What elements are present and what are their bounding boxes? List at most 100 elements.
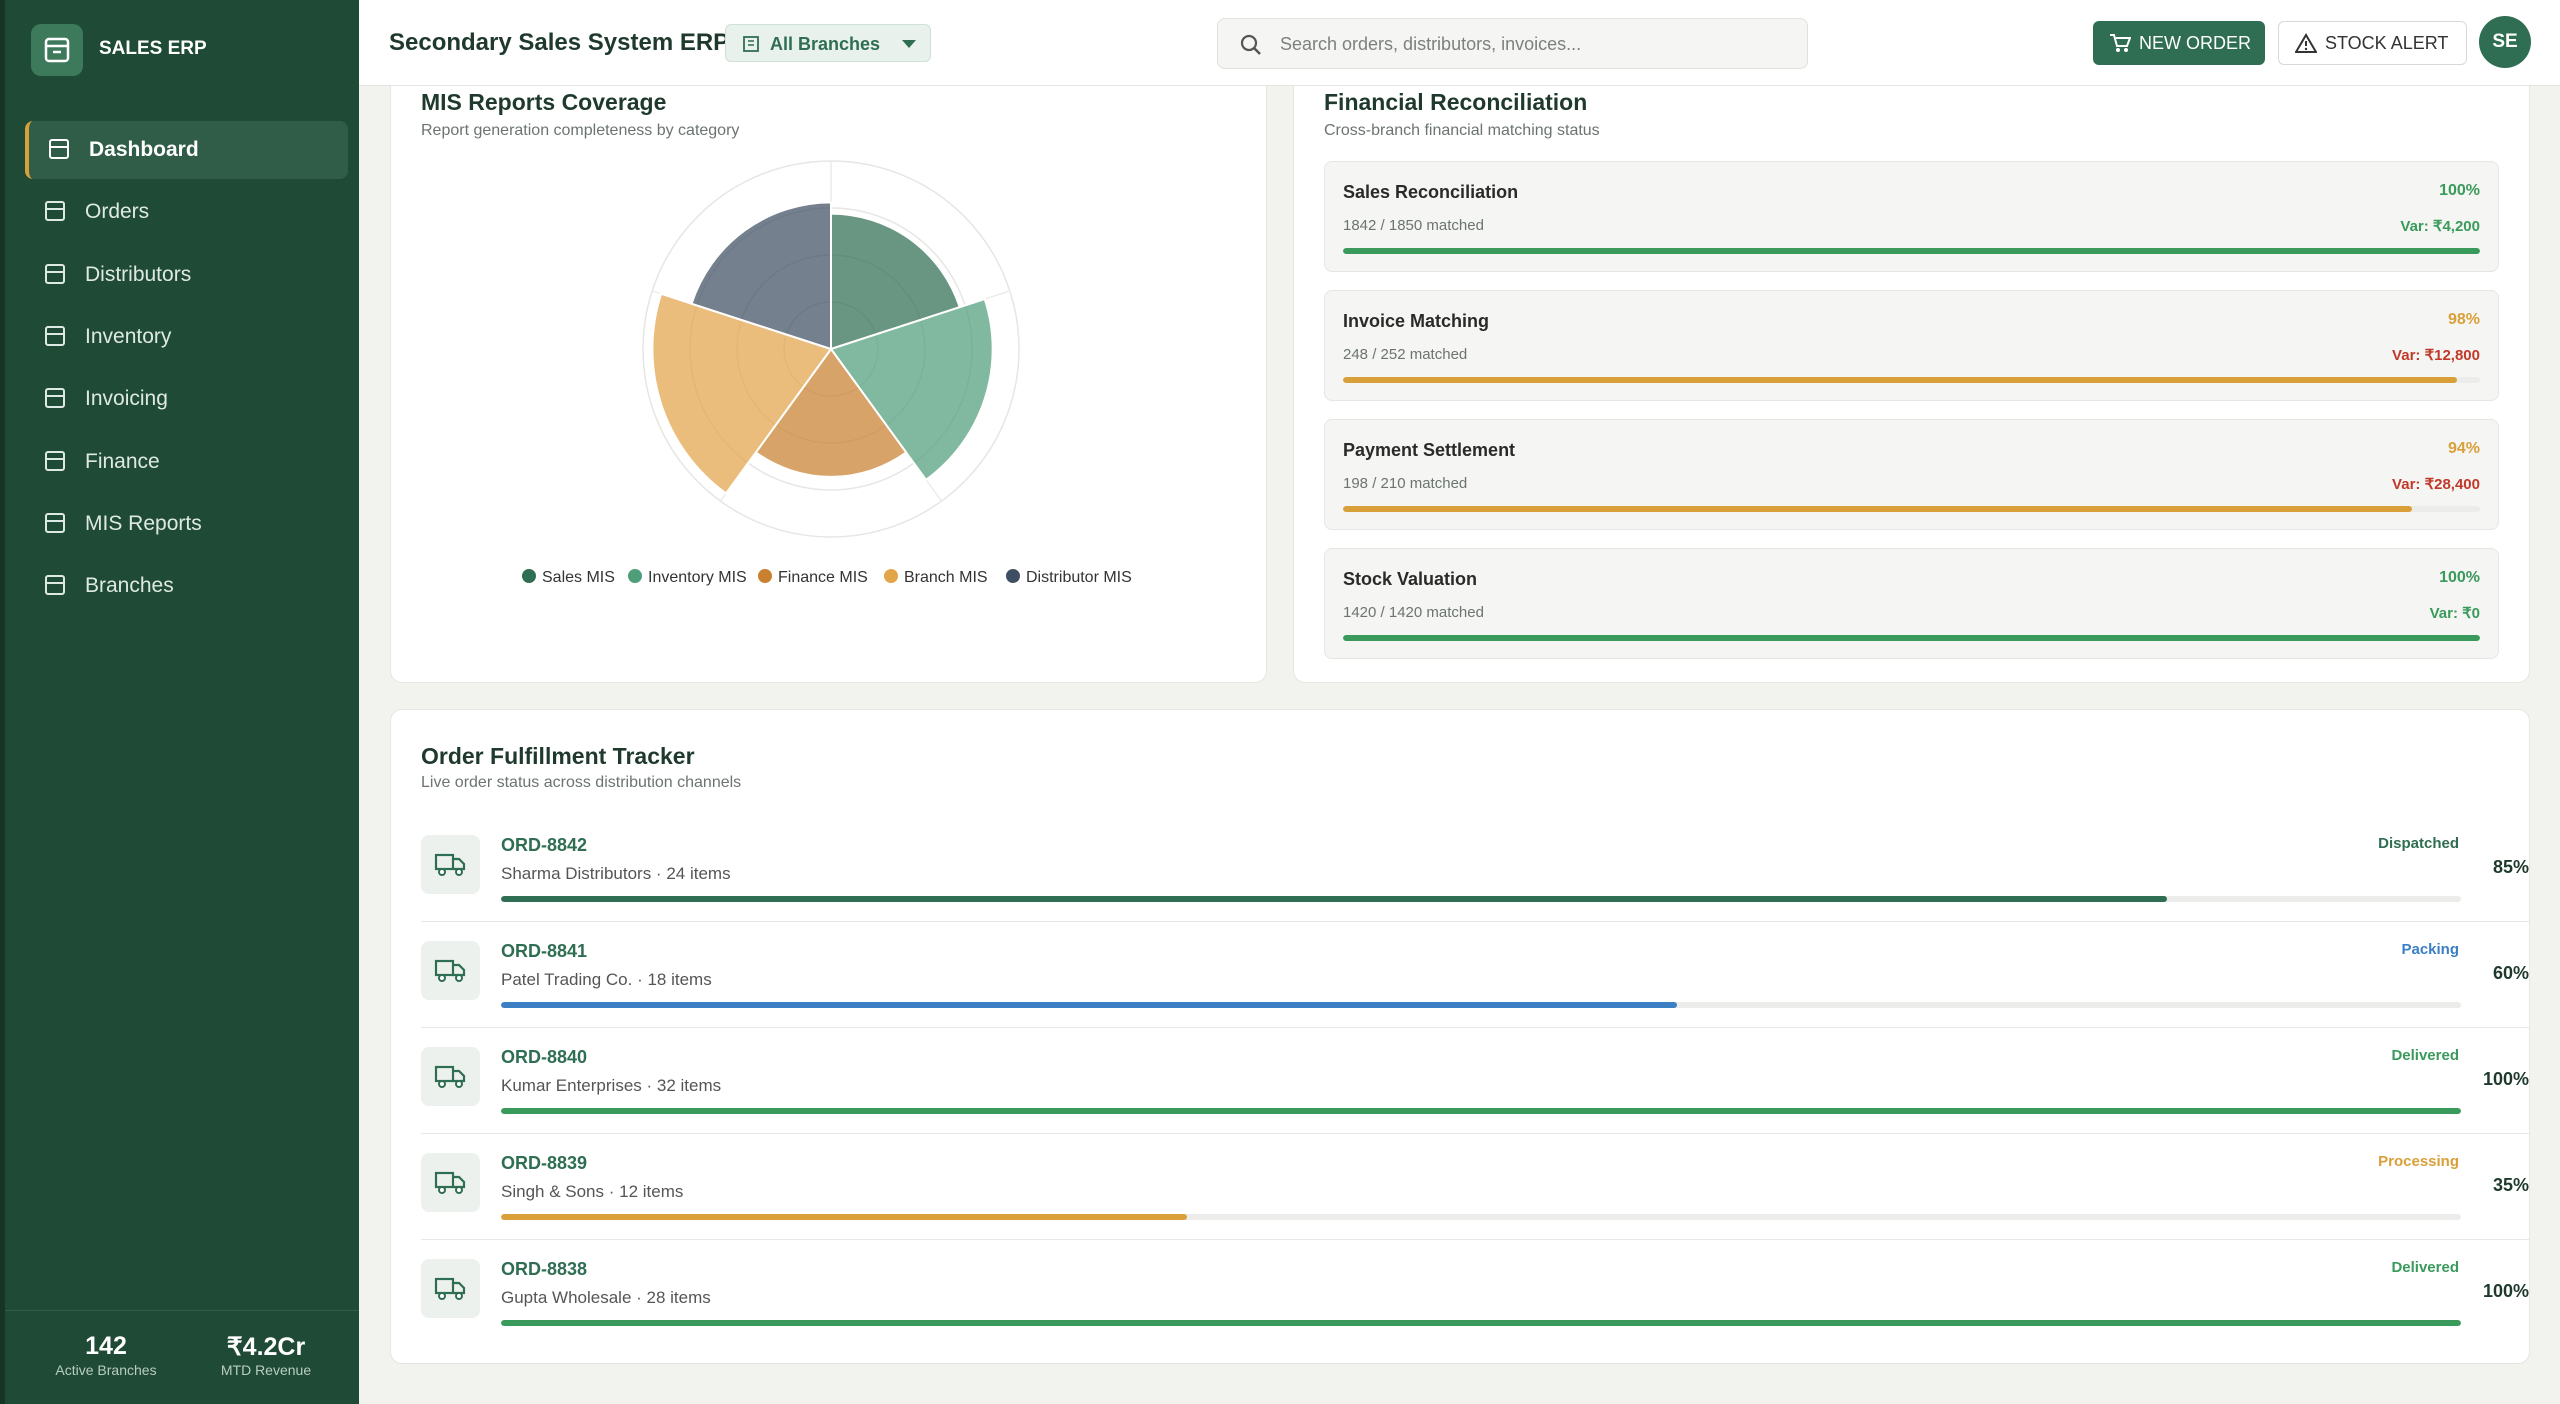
progress-track [1343, 506, 2480, 512]
orders-card: Order Fulfillment Tracker Live order sta… [390, 709, 2530, 1364]
progress-fill [501, 1320, 2461, 1326]
row-variance: Var: ₹0 [2429, 605, 2480, 622]
order-status: Processing [2378, 1153, 2459, 1170]
order-icon [421, 1259, 480, 1318]
row-percent: 98% [2447, 311, 2480, 328]
nav-item[interactable]: Inventory [25, 308, 348, 366]
progress-track [1343, 248, 2480, 254]
row-variance: Var: ₹4,200 [2400, 218, 2480, 235]
nav-label: Inventory [85, 324, 172, 348]
progress-track [501, 896, 2461, 902]
stat-value: 142 [85, 1332, 127, 1360]
row-matched: 248 / 252 matched [1343, 346, 1468, 363]
legend-label: Distributor MIS [1026, 569, 1132, 586]
stat-label: MTD Revenue [220, 1362, 312, 1378]
legend-swatch [1006, 569, 1020, 583]
app-title: Secondary Sales System ERP [389, 29, 730, 56]
brand-logo [31, 24, 83, 76]
mis-card: MIS Reports Coverage Report generation c… [390, 50, 1267, 683]
progress-fill [501, 896, 2167, 902]
nav-item[interactable]: Finance [25, 433, 348, 491]
order-row[interactable]: ORD-8839 Singh & Sons · 12 items Processin… [421, 1134, 2529, 1240]
row-name: Sales Reconciliation [1343, 182, 1519, 202]
order-detail: Patel Trading Co. · 18 items [501, 970, 712, 989]
avatar[interactable]: SE [2479, 16, 2531, 68]
order-id: ORD-8838 [501, 1259, 588, 1279]
order-percent: 60% [2492, 963, 2529, 983]
order-detail: Kumar Enterprises · 32 items [501, 1076, 722, 1095]
order-row[interactable]: ORD-8840 Kumar Enterprises · 32 items Deli… [421, 1028, 2529, 1134]
nav-item[interactable]: MIS Reports [25, 495, 348, 553]
nav-label: Finance [85, 449, 160, 473]
progress-track [1343, 635, 2480, 641]
legend-label: Sales MIS [542, 569, 615, 586]
search-box[interactable]: Search orders, distributors, invoices... [1217, 18, 1808, 69]
nav-label: Distributors [85, 262, 192, 286]
legend-swatch [522, 569, 536, 583]
order-status: Delivered [2391, 1047, 2459, 1064]
order-status: Packing [2401, 941, 2459, 958]
order-id: ORD-8839 [501, 1153, 588, 1173]
reconciliation-card: Financial Reconciliation Cross-branch fi… [1293, 50, 2530, 683]
order-id: ORD-8841 [501, 941, 588, 961]
card-subtitle: Cross-branch financial matching status [1324, 122, 1600, 139]
row-name: Invoice Matching [1343, 311, 1490, 331]
nav-label: MIS Reports [85, 511, 202, 535]
reconciliation-row: Invoice Matching 98% 248 / 252 matched Var:… [1324, 290, 2499, 401]
polar-chart: Sales MIS Inventory MIS Finance MIS Branch … [522, 160, 1132, 586]
nav-item[interactable]: Orders [25, 183, 348, 241]
progress-fill [1343, 506, 2412, 512]
order-detail: Singh & Sons · 12 items [501, 1182, 684, 1201]
order-icon [421, 1047, 480, 1106]
order-detail: Sharma Distributors · 24 items [501, 864, 731, 883]
search-placeholder: Search orders, distributors, invoices... [1280, 34, 1582, 54]
order-percent: 35% [2492, 1175, 2529, 1195]
row-name: Payment Settlement [1343, 440, 1516, 460]
polar-wedge [690, 201, 832, 351]
row-variance: Var: ₹12,800 [2392, 347, 2480, 364]
card-title: Financial Reconciliation [1324, 89, 1588, 115]
progress-track [501, 1214, 2461, 1220]
card-title: Order Fulfillment Tracker [421, 743, 695, 769]
stock-alert-button[interactable]: STOCK ALERT [2278, 21, 2467, 65]
legend-label: Finance MIS [778, 569, 868, 586]
row-percent: 100% [2439, 569, 2480, 586]
stat-label: Active Branches [55, 1362, 157, 1378]
progress-fill [501, 1214, 1187, 1220]
nav-item[interactable]: Branches [25, 557, 348, 615]
nav-item[interactable]: Distributors [25, 246, 348, 304]
order-percent: 100% [2482, 1069, 2529, 1089]
stat-value: ₹4.2Cr [226, 1333, 306, 1361]
nav-item[interactable]: Dashboard [25, 121, 348, 179]
order-icon [421, 941, 480, 1000]
progress-fill [1343, 635, 2480, 641]
reconciliation-row: Payment Settlement 94% 198 / 210 matched Va… [1324, 419, 2499, 530]
new-order-button[interactable]: NEW ORDER [2093, 21, 2265, 65]
polar-wedge [829, 297, 994, 482]
brand-name: SALES ERP [99, 38, 207, 59]
nav-label: Branches [85, 574, 174, 598]
legend-swatch [628, 569, 642, 583]
order-icon [421, 1153, 480, 1212]
order-icon [421, 835, 480, 894]
nav-label: Orders [85, 200, 150, 224]
row-percent: 100% [2439, 182, 2480, 199]
reconciliation-row: Stock Valuation 100% 1420 / 1420 matched Va… [1324, 548, 2499, 659]
polar-wedge [754, 347, 908, 478]
nav-item[interactable]: Invoicing [25, 370, 348, 428]
progress-fill [501, 1002, 1677, 1008]
order-row[interactable]: ORD-8838 Gupta Wholesale · 28 items Delive… [421, 1240, 2529, 1346]
branch-selector[interactable]: All Branches [725, 24, 931, 62]
reconciliation-row: Sales Reconciliation 100% 1842 / 1850 matc… [1324, 161, 2499, 272]
legend-label: Inventory MIS [648, 569, 747, 586]
progress-fill [1343, 377, 2458, 383]
row-matched: 198 / 210 matched [1343, 475, 1468, 492]
order-row[interactable]: ORD-8841 Patel Trading Co. · 18 items Pack… [421, 922, 2529, 1028]
progress-track [501, 1108, 2461, 1114]
order-id: ORD-8842 [501, 835, 588, 855]
legend-swatch [758, 569, 772, 583]
order-status: Dispatched [2378, 835, 2459, 852]
row-matched: 1420 / 1420 matched [1343, 604, 1484, 621]
order-row[interactable]: ORD-8842 Sharma Distributors · 24 items Di… [421, 816, 2529, 922]
stock-alert-label: STOCK ALERT [2325, 33, 2449, 53]
